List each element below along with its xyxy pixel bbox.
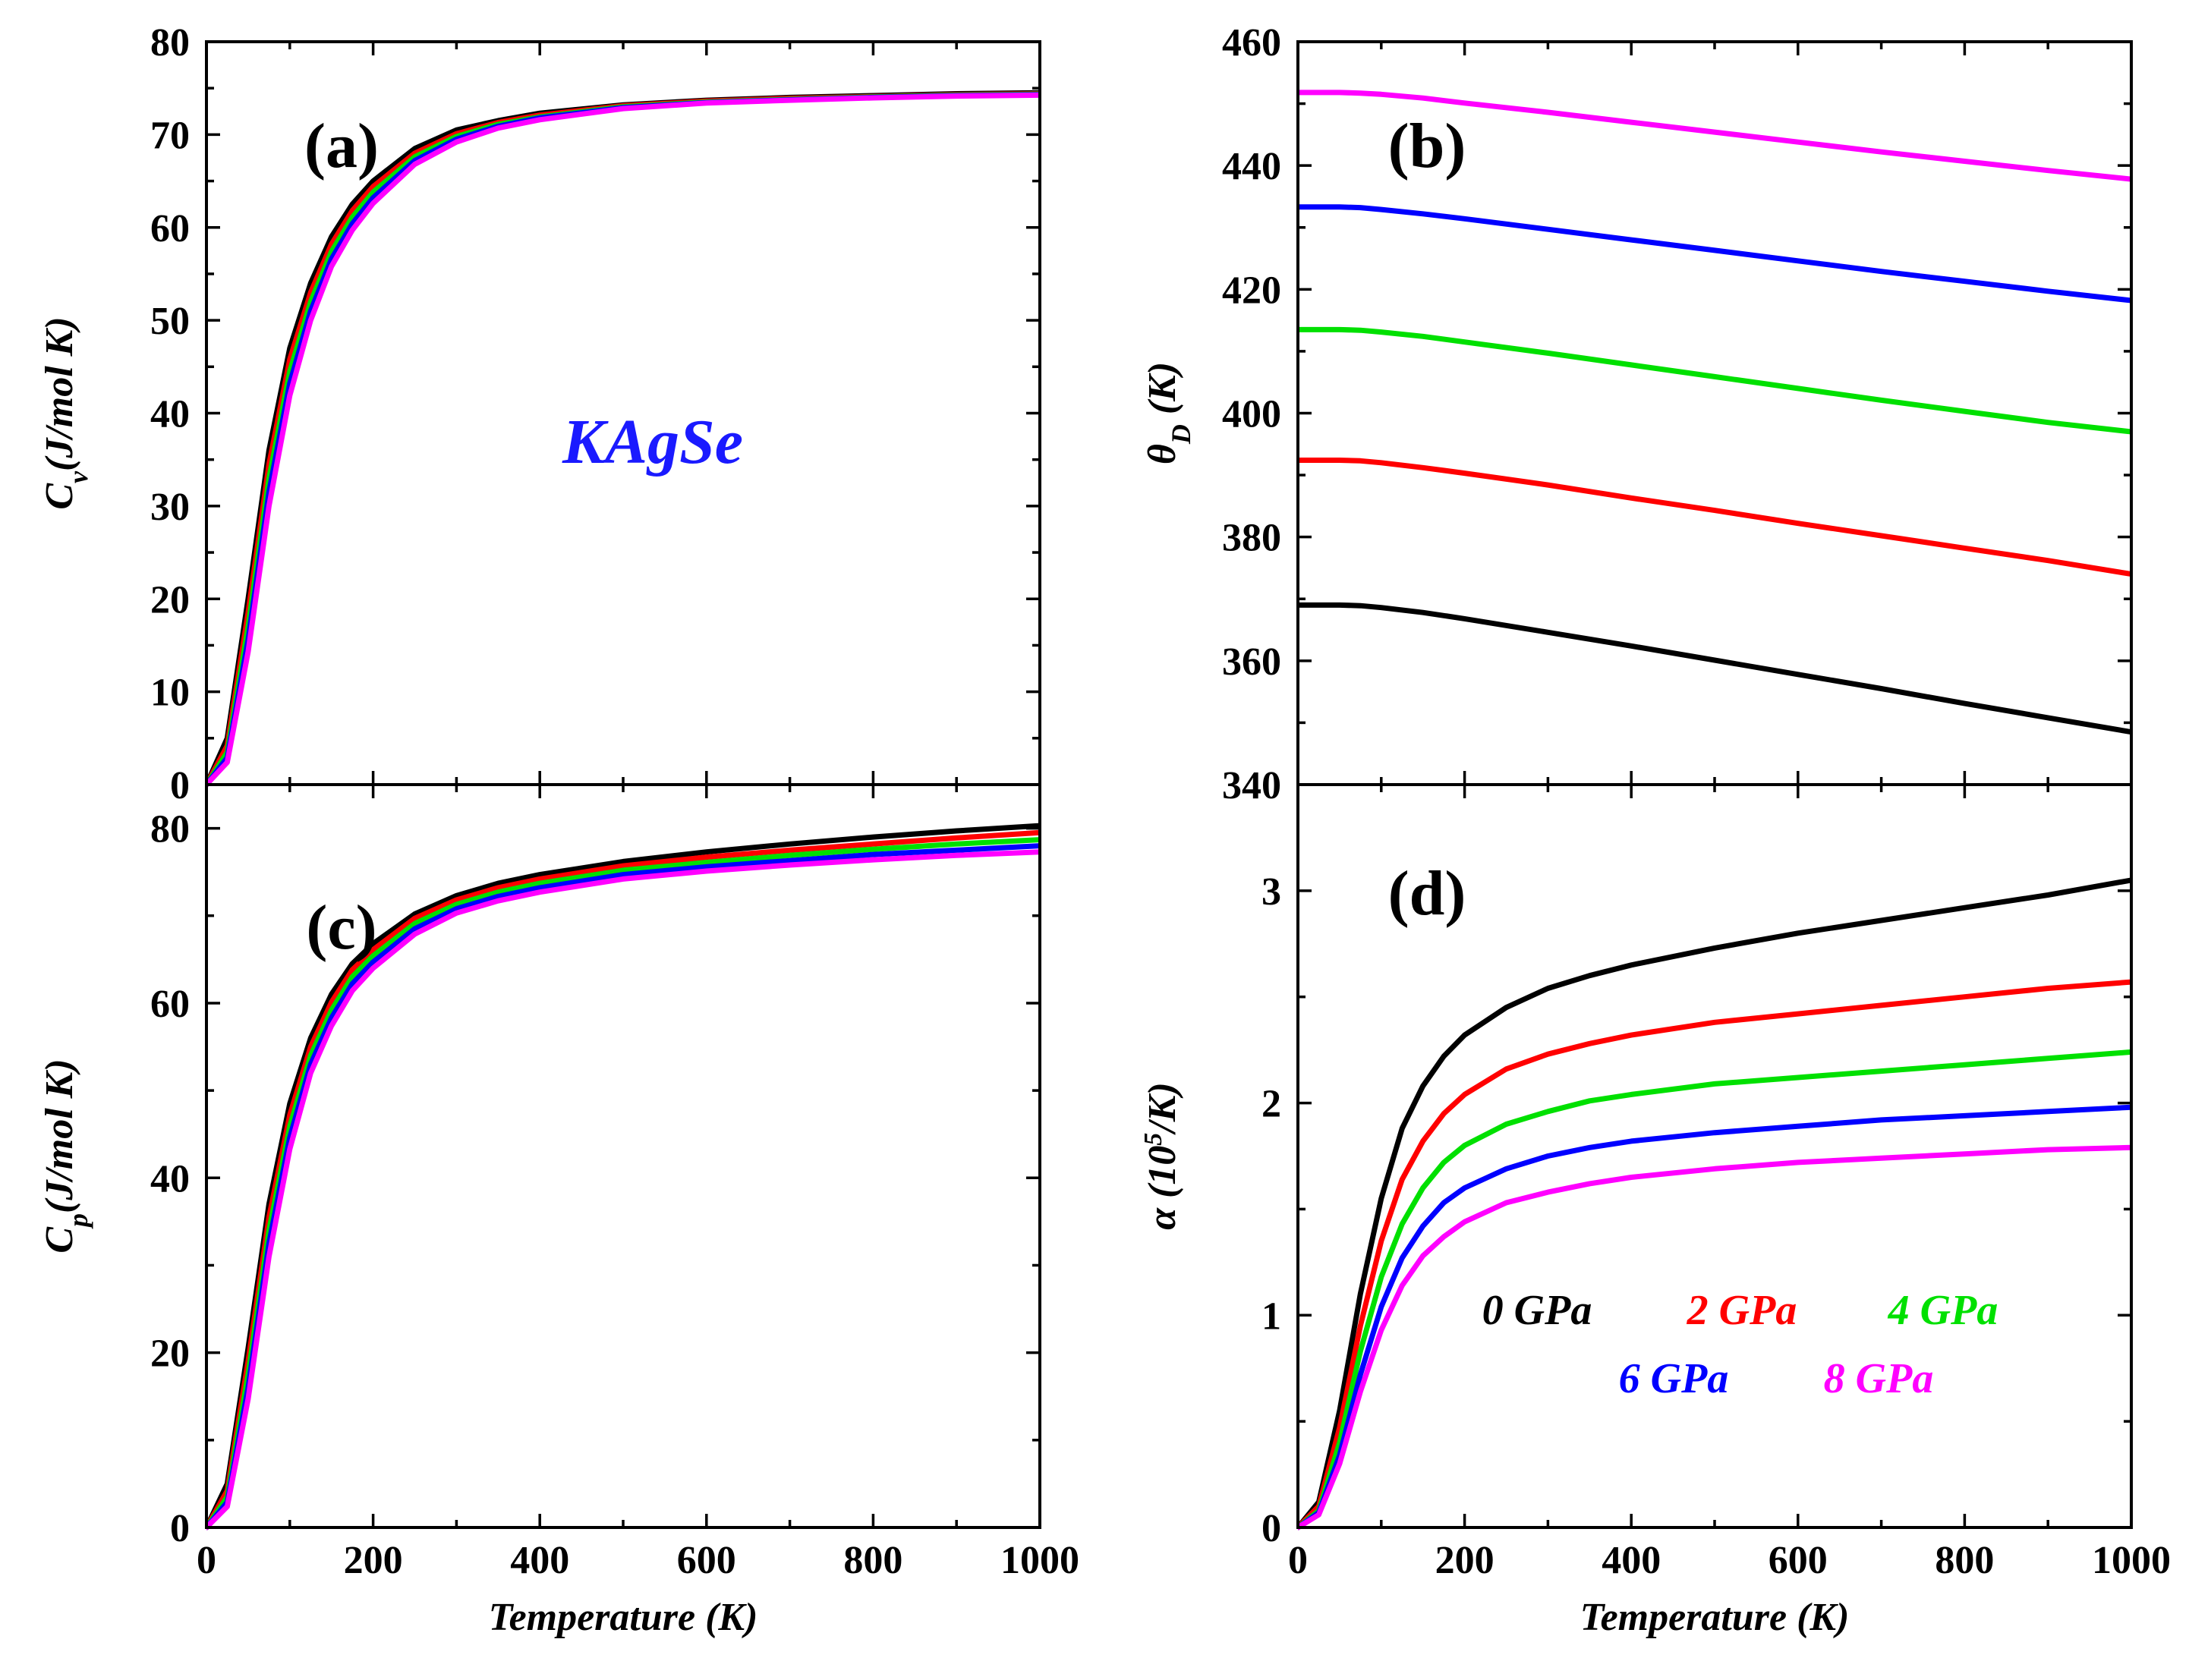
panel-label-a: (a): [304, 111, 379, 181]
y-tick-label: 3: [1261, 870, 1281, 914]
panel-c: 0 200 400 600 800 1000 Temperature (K) 0 20 40 60 8…: [38, 783, 1079, 1639]
y-tick-label: 400: [1222, 393, 1281, 436]
x-tick-label: 1000: [1000, 1539, 1079, 1582]
y-tick-label: 1: [1261, 1295, 1281, 1338]
legend-entry-4-gpa: 4 GPa: [1888, 1287, 1998, 1334]
x-axis-title: Temperature (K): [489, 1596, 758, 1639]
y-axis-title: θD (K): [1141, 362, 1196, 464]
series-a-8-gpa: [206, 92, 1040, 788]
x-tick-label: 600: [1769, 1539, 1828, 1582]
x-tick-label: 600: [677, 1539, 736, 1582]
series-b-4-gpa: [1298, 326, 2131, 435]
series-d-2-gpa: [1298, 979, 2131, 1531]
y-tick-label: 40: [150, 393, 190, 436]
y-tick-label: 40: [150, 1157, 190, 1200]
y-tick-label: 20: [150, 578, 190, 621]
y-tick-label: 2: [1261, 1083, 1281, 1126]
y-tick-label: 30: [150, 486, 190, 529]
series-b-2-gpa: [1298, 458, 2131, 577]
y-tick-label: 380: [1222, 517, 1281, 560]
y-tick-label: 80: [150, 21, 190, 64]
series-d-4-gpa: [1298, 1049, 2131, 1531]
x-axis-title: Temperature (K): [1580, 1596, 1850, 1639]
series-d-8-gpa: [1298, 1144, 2131, 1531]
y-tick-label: 0: [1261, 1507, 1281, 1550]
y-tick-label: 80: [150, 808, 190, 851]
series-c-8-gpa: [206, 849, 1040, 1531]
legend: 0 GPa 2 GPa 4 GPa 6 GPa 8 GPa: [1482, 1287, 1998, 1402]
x-tick-label: 0: [197, 1539, 216, 1582]
series-b-8-gpa: [1298, 90, 2131, 182]
y-tick-label: 70: [150, 114, 190, 157]
x-tick-label: 0: [1288, 1539, 1308, 1582]
x-tick-label: 800: [1935, 1539, 1994, 1582]
y-tick-label: 50: [150, 300, 190, 343]
x-tick-label: 1000: [2092, 1539, 2171, 1582]
y-tick-label: 0: [170, 764, 190, 807]
y-axis-title: Cv(J/mol K): [38, 316, 93, 509]
y-tick-label: 60: [150, 983, 190, 1026]
series-b-6-gpa: [1298, 204, 2131, 304]
panel-label-c: (c): [306, 892, 376, 963]
y-tick-label: 460: [1222, 21, 1281, 64]
x-tick-label: 400: [1602, 1539, 1661, 1582]
y-tick-label: 420: [1222, 269, 1281, 312]
compound-label: KAgSe: [562, 407, 743, 477]
series-d-0-gpa: [1298, 877, 2131, 1531]
panel-a: 0 10 20 30 40 50 60 70 80 Cv(J/mol K) (a): [38, 21, 1041, 807]
y-axis-title: Cp(J/mol K): [38, 1059, 93, 1253]
y-tick-label: 340: [1222, 764, 1281, 807]
panel-label-b: (b): [1388, 111, 1466, 181]
y-tick-label: 0: [170, 1507, 190, 1550]
x-tick-label: 200: [1435, 1539, 1495, 1582]
series-d-6-gpa: [1298, 1104, 2131, 1531]
series-b-0-gpa: [1298, 602, 2131, 735]
panel-b: 340 360 380 400 420 440 460 θD (K) (b): [1141, 21, 2133, 807]
y-tick-label: 60: [150, 207, 190, 250]
legend-entry-8-gpa: 8 GPa: [1824, 1355, 1934, 1402]
y-tick-label: 440: [1222, 145, 1281, 188]
y-axis-title: α (105/K): [1139, 1082, 1185, 1230]
panel-d: 0 200 400 600 800 1000 Temperature (K) 0 1 2 3 α (1…: [1139, 783, 2171, 1639]
legend-entry-0-gpa: 0 GPa: [1482, 1287, 1592, 1334]
y-tick-label: 20: [150, 1332, 190, 1376]
x-tick-label: 400: [510, 1539, 569, 1582]
legend-entry-6-gpa: 6 GPa: [1619, 1355, 1729, 1402]
x-tick-label: 200: [344, 1539, 403, 1582]
legend-entry-2-gpa: 2 GPa: [1687, 1287, 1797, 1334]
panel-label-d: (d): [1388, 858, 1466, 929]
y-tick-label: 10: [150, 672, 190, 715]
x-tick-label: 800: [843, 1539, 902, 1582]
y-tick-label: 360: [1222, 640, 1281, 684]
